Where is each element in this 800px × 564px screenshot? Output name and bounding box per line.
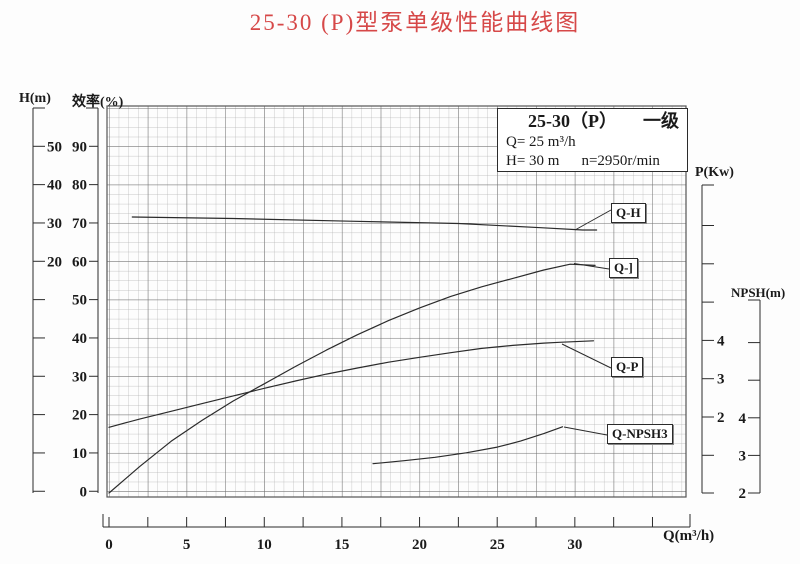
h-axis-tick-label: 30 bbox=[47, 216, 62, 232]
efficiency-axis-tick-label: 70 bbox=[72, 216, 87, 232]
power-axis-tick-label: 2 bbox=[717, 410, 725, 426]
h-axis-tick-label: 50 bbox=[47, 139, 62, 155]
x-axis-tick-label: 10 bbox=[257, 537, 272, 553]
x-axis-tick-label: 0 bbox=[105, 537, 113, 553]
power-axis-tick-label: 3 bbox=[717, 372, 725, 388]
efficiency-axis-tick-label: 40 bbox=[72, 331, 87, 347]
q-efficiency-curve bbox=[108, 263, 596, 494]
pump-stage: 一级 bbox=[643, 111, 679, 131]
page-title: 25-30 (P)型泵单级性能曲线图 bbox=[249, 10, 581, 35]
rated-flow: Q= 25 m³/h bbox=[506, 134, 576, 150]
qp-label-leader bbox=[561, 343, 612, 369]
plot-border bbox=[106, 105, 687, 498]
curve-label-q-efficiency: Q-] bbox=[609, 258, 638, 278]
efficiency-axis-title: 效率(%) bbox=[72, 95, 124, 110]
rated-speed: n=2950r/min bbox=[581, 153, 660, 169]
qh-curve bbox=[131, 216, 598, 231]
h-axis-title: H(m) bbox=[19, 91, 51, 106]
efficiency-axis-tick-label: 50 bbox=[72, 293, 87, 309]
curve-label-qh: Q-H bbox=[611, 203, 646, 223]
rating-head-line: H= 30 m n=2950r/min bbox=[498, 151, 687, 170]
efficiency-axis-tick-label: 30 bbox=[72, 369, 87, 385]
npsh-axis-tick-label: 2 bbox=[739, 486, 747, 502]
efficiency-axis-tick-label: 0 bbox=[80, 484, 88, 500]
efficiency-axis-tick-label: 80 bbox=[72, 178, 87, 194]
qp-curve bbox=[108, 340, 595, 428]
h-axis-tick-label: 40 bbox=[47, 178, 62, 194]
rated-head: H= 30 m bbox=[506, 153, 560, 169]
flow-axis-title: Q(m³/h) bbox=[663, 528, 715, 544]
rating-model-line: 25-30（P） 一级 bbox=[498, 109, 687, 132]
efficiency-axis-tick-label: 90 bbox=[72, 139, 87, 155]
qnpsh3-curve bbox=[372, 426, 564, 465]
curve-label-qp: Q-P bbox=[611, 357, 644, 377]
npsh-axis-title: NPSH(m) bbox=[731, 285, 786, 300]
efficiency-axis-tick-label: 20 bbox=[72, 408, 87, 424]
x-axis-tick-label: 20 bbox=[412, 537, 427, 553]
efficiency-axis-tick-label: 10 bbox=[72, 446, 87, 462]
x-axis-tick-label: 5 bbox=[183, 537, 191, 553]
curve-label-qnpsh3: Q-NPSH3 bbox=[607, 424, 673, 444]
qnpsh3-label-leader bbox=[563, 426, 608, 436]
x-axis-tick-label: 25 bbox=[490, 537, 505, 553]
h-axis-tick-label: 20 bbox=[47, 254, 62, 270]
qh-label-leader bbox=[574, 209, 612, 231]
x-axis-tick-label: 30 bbox=[567, 537, 582, 553]
power-axis-tick-label: 4 bbox=[717, 333, 725, 349]
q-efficiency-label-leader bbox=[573, 263, 610, 270]
npsh-axis-tick-label: 3 bbox=[739, 448, 747, 464]
rating-info-box: 25-30（P） 一级 Q= 25 m³/h H= 30 m n=2950r/m… bbox=[497, 108, 688, 172]
x-axis-tick-label: 15 bbox=[334, 537, 349, 553]
npsh-axis-tick-label: 4 bbox=[739, 411, 747, 427]
pump-model: 25-30（P） bbox=[528, 111, 617, 131]
power-axis-title: P(Kw) bbox=[695, 165, 734, 180]
efficiency-axis-tick-label: 60 bbox=[72, 254, 87, 270]
